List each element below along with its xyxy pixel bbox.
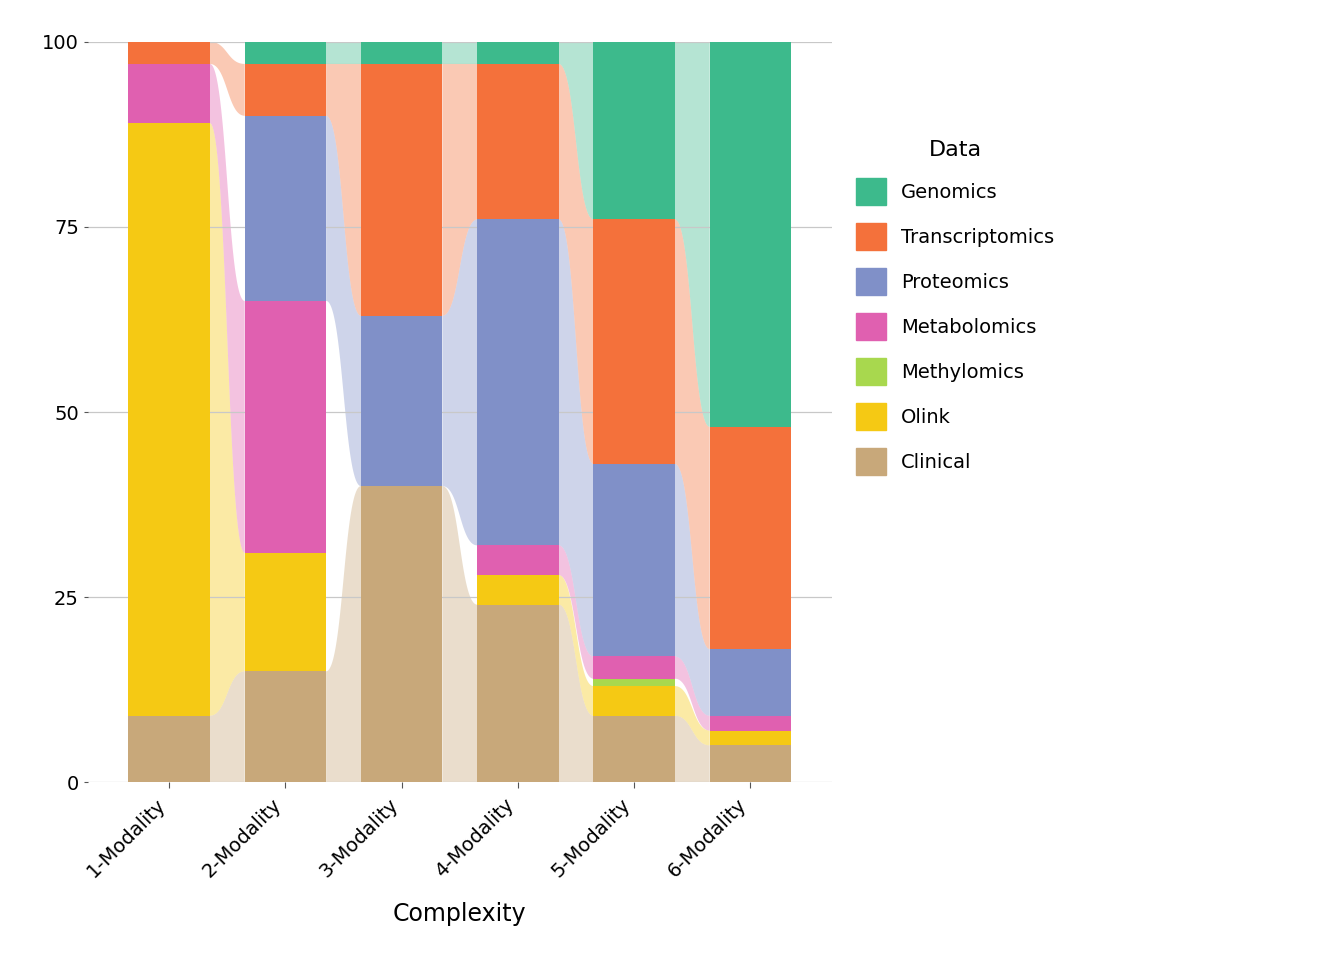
Bar bbox=[477, 41, 559, 64]
Bar bbox=[129, 123, 210, 716]
Bar bbox=[710, 716, 792, 731]
Polygon shape bbox=[327, 64, 362, 316]
Polygon shape bbox=[675, 716, 710, 782]
Bar bbox=[710, 427, 792, 649]
Polygon shape bbox=[559, 220, 594, 657]
X-axis label: Complexity: Complexity bbox=[392, 901, 527, 925]
Polygon shape bbox=[675, 220, 710, 649]
Bar bbox=[594, 679, 675, 686]
Bar bbox=[594, 464, 675, 657]
Bar bbox=[710, 731, 792, 745]
Bar bbox=[477, 575, 559, 605]
Polygon shape bbox=[210, 41, 245, 116]
Bar bbox=[245, 553, 327, 671]
Polygon shape bbox=[675, 686, 710, 745]
Bar bbox=[362, 486, 442, 782]
Bar bbox=[710, 649, 792, 716]
Polygon shape bbox=[559, 605, 594, 782]
Bar bbox=[710, 41, 792, 427]
Polygon shape bbox=[675, 657, 710, 731]
Bar bbox=[245, 41, 327, 64]
Polygon shape bbox=[327, 116, 362, 486]
Legend: Genomics, Transcriptomics, Proteomics, Metabolomics, Methylomics, Olink, Clinica: Genomics, Transcriptomics, Proteomics, M… bbox=[856, 140, 1054, 475]
Polygon shape bbox=[675, 464, 710, 716]
Bar bbox=[362, 64, 442, 316]
Polygon shape bbox=[559, 41, 594, 220]
Polygon shape bbox=[675, 41, 710, 427]
Polygon shape bbox=[210, 64, 245, 553]
Bar bbox=[245, 64, 327, 116]
Bar bbox=[245, 116, 327, 300]
Polygon shape bbox=[327, 41, 362, 64]
Bar bbox=[594, 41, 675, 220]
Bar bbox=[594, 716, 675, 782]
Bar bbox=[477, 220, 559, 545]
Polygon shape bbox=[210, 671, 245, 782]
Polygon shape bbox=[559, 64, 594, 464]
Bar bbox=[362, 41, 442, 64]
Bar bbox=[710, 745, 792, 782]
Bar bbox=[129, 41, 210, 64]
Bar bbox=[362, 316, 442, 486]
Polygon shape bbox=[559, 545, 594, 679]
Polygon shape bbox=[559, 575, 594, 716]
Bar bbox=[594, 657, 675, 679]
Bar bbox=[594, 220, 675, 464]
Polygon shape bbox=[210, 123, 245, 716]
Bar bbox=[477, 545, 559, 575]
Bar bbox=[129, 64, 210, 123]
Bar bbox=[245, 300, 327, 553]
Bar bbox=[129, 716, 210, 782]
Polygon shape bbox=[327, 486, 362, 782]
Bar bbox=[477, 605, 559, 782]
Polygon shape bbox=[442, 486, 477, 782]
Bar bbox=[245, 671, 327, 782]
Polygon shape bbox=[442, 41, 477, 64]
Bar bbox=[477, 64, 559, 220]
Bar bbox=[594, 686, 675, 716]
Polygon shape bbox=[442, 64, 477, 316]
Polygon shape bbox=[442, 220, 477, 545]
